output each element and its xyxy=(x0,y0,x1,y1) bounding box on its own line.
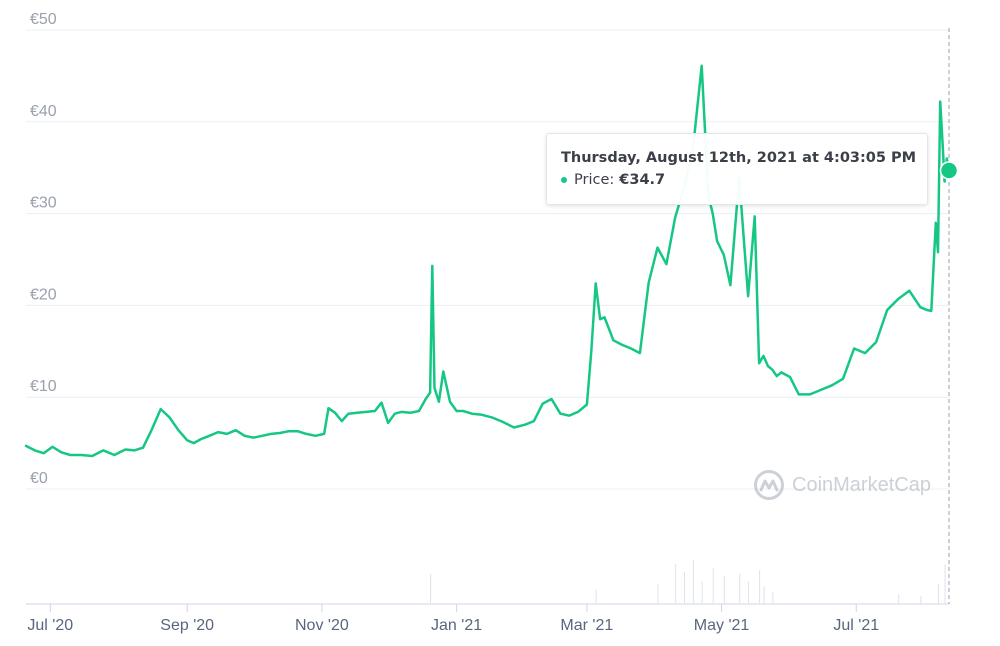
y-tick-label: €40 xyxy=(30,103,57,120)
x-tick-label: Sep '20 xyxy=(160,617,214,634)
chart-tooltip: Thursday, August 12th, 2021 at 4:03:05 P… xyxy=(546,133,928,205)
volume-bar xyxy=(763,586,765,604)
volume-bar xyxy=(898,594,900,604)
tooltip-date: Thursday, August 12th, 2021 at 4:03:05 P… xyxy=(561,150,917,166)
watermark-text: CoinMarketCap xyxy=(792,473,931,496)
y-tick-label: €20 xyxy=(30,286,57,303)
coinmarketcap-watermark: CoinMarketCap xyxy=(753,469,931,501)
volume-bar xyxy=(772,592,774,604)
x-tick-label: Mar '21 xyxy=(560,617,613,634)
volume-bar xyxy=(430,574,432,604)
volume-bar xyxy=(595,590,597,604)
x-tick-label: Jul '21 xyxy=(833,617,879,634)
volume-bar xyxy=(759,570,761,604)
x-tick-label: Jan '21 xyxy=(431,617,482,634)
tooltip-price-label: Price: xyxy=(574,172,615,188)
volume-bar xyxy=(920,596,922,604)
volume-bar xyxy=(657,584,659,604)
tooltip-price-value: €34.7 xyxy=(619,172,666,188)
price-series-line xyxy=(24,64,951,458)
x-tick-label: Nov '20 xyxy=(295,617,349,634)
volume-bar xyxy=(701,582,703,604)
volume-bar xyxy=(675,564,677,604)
y-tick-label: €10 xyxy=(30,378,57,395)
volume-bar xyxy=(684,572,686,604)
y-tick-label: €30 xyxy=(30,195,57,212)
volume-bar xyxy=(739,574,741,604)
y-tick-label: €0 xyxy=(30,470,48,487)
volume-bar xyxy=(944,564,946,604)
volume-bar xyxy=(723,576,725,604)
volume-bar xyxy=(748,582,750,604)
hover-point-marker xyxy=(939,161,959,180)
x-tick-label: Jul '20 xyxy=(27,617,73,634)
volume-bar xyxy=(937,584,939,604)
coinmarketcap-logo-icon xyxy=(754,470,784,500)
tooltip-price-row: Price: €34.7 xyxy=(561,172,927,188)
y-tick-label: €50 xyxy=(30,11,57,28)
series-dot-icon xyxy=(561,177,567,183)
x-tick-label: May '21 xyxy=(694,617,750,634)
volume-bar xyxy=(712,568,714,604)
volume-bar xyxy=(692,560,694,604)
